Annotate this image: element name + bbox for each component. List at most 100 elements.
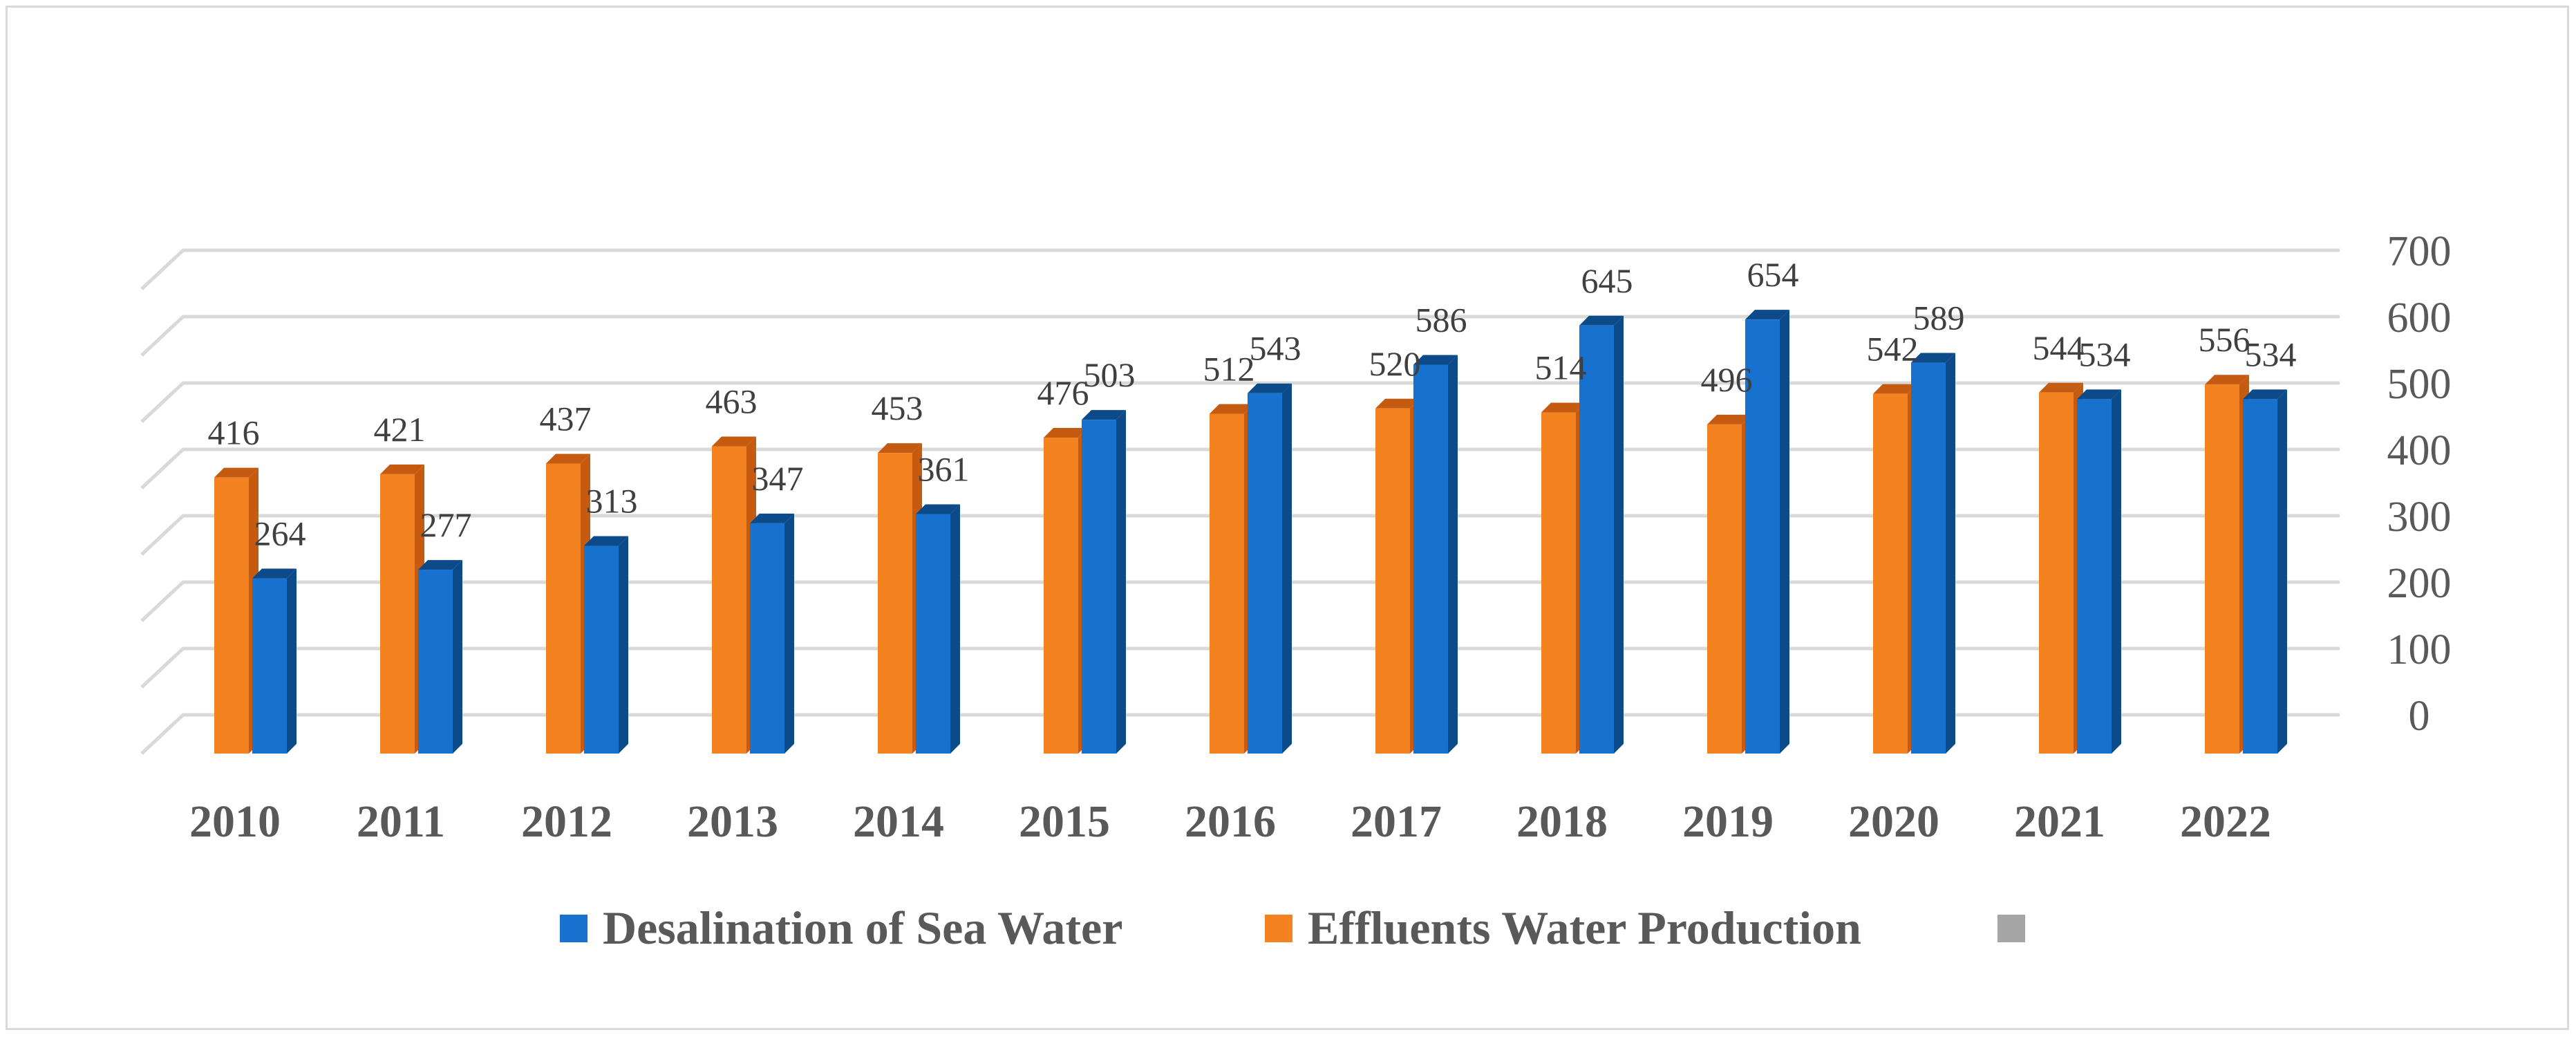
bar-desalination-2022: [2243, 399, 2277, 754]
bar-effluents-2021: [2039, 392, 2074, 754]
bar-desalination-2012: [584, 545, 619, 754]
bar-effluents-2011: [380, 474, 415, 754]
data-label-desalination-2018: 645: [1581, 261, 1633, 300]
data-label-desalination-2022: 534: [2245, 335, 2297, 373]
y-tick-label: 200: [2387, 560, 2452, 607]
bar-desalination-2013-side: [784, 513, 794, 754]
x-tick-label-2020: 2020: [1848, 796, 1939, 847]
bar-effluents-2013: [712, 446, 746, 754]
gridline: [140, 248, 2340, 290]
legend: Desalination of Sea Water Effluents Water…: [560, 901, 2025, 954]
data-label-desalination-2017: 586: [1416, 300, 1467, 339]
bar-effluents-2022-top: [2205, 375, 2249, 385]
y-tick-label: 0: [2409, 693, 2430, 740]
x-tick-label-2018: 2018: [1516, 796, 1608, 847]
legend-swatch-3: [1997, 915, 2025, 942]
bar-desalination-2018-top: [1579, 315, 1624, 326]
bars: [214, 310, 2287, 754]
bar-effluents-2018-top: [1541, 402, 1586, 413]
bar-desalination-2020: [1911, 362, 1946, 754]
data-label-effluents-2020: 542: [1867, 330, 1919, 368]
bar-desalination-2014: [916, 514, 950, 754]
bar-effluents-2019: [1707, 424, 1742, 754]
data-label-effluents-2017: 520: [1369, 344, 1421, 383]
bar-desalination-2014-side: [950, 504, 960, 754]
x-tick-label-2021: 2021: [2014, 796, 2105, 847]
bar-desalination-2014-top: [916, 504, 960, 514]
y-tick-label: 400: [2387, 427, 2452, 474]
y-tick-label: 600: [2387, 295, 2452, 342]
data-label-effluents-2018: 514: [1535, 348, 1587, 387]
bar-effluents-2020: [1873, 393, 1908, 754]
bar-effluents-2019-top: [1707, 414, 1751, 424]
bar-effluents-2017: [1375, 408, 1410, 754]
x-tick-label-2019: 2019: [1682, 796, 1774, 847]
legend-swatch-2: [1265, 915, 1292, 942]
data-label-desalination-2014: 361: [918, 449, 970, 488]
x-tick-label-2013: 2013: [687, 796, 778, 847]
data-label-desalination-2012: 313: [586, 482, 638, 521]
bar-desalination-2018-side: [1614, 315, 1624, 754]
data-label-effluents-2015: 476: [1037, 373, 1089, 412]
bar-effluents-2015-top: [1044, 428, 1088, 438]
bar-desalination-2013: [750, 523, 784, 754]
x-tick-label-2011: 2011: [357, 796, 445, 847]
bar-desalination-2012-top: [584, 536, 628, 546]
bar-desalination-2016-top: [1248, 383, 1292, 393]
bar-effluents-2014: [878, 453, 912, 754]
bar-desalination-2015-side: [1116, 410, 1126, 754]
bar-effluents-2012: [546, 463, 581, 754]
data-label-effluents-2021: 544: [2033, 328, 2085, 367]
y-tick-label: 100: [2387, 626, 2452, 673]
x-tick-label-2010: 2010: [189, 796, 281, 847]
bar-effluents-2012-top: [546, 454, 590, 464]
bar-effluents-2015: [1044, 438, 1078, 754]
bar-effluents-2013-top: [712, 436, 756, 447]
bar-desalination-2019: [1745, 319, 1780, 754]
data-label-effluents-2012: 437: [540, 399, 592, 438]
data-label-effluents-2010: 416: [208, 413, 260, 452]
data-label-effluents-2016: 512: [1203, 349, 1255, 388]
bar-effluents-2016-top: [1210, 404, 1254, 414]
bar-effluents-2011-top: [380, 464, 424, 474]
y-axis-ticks: 0 100 200 300 400 500 600 700: [2387, 228, 2452, 740]
bar-desalination-2022-top: [2243, 389, 2287, 400]
bar-desalination-2011-top: [418, 560, 462, 570]
bar-desalination-2010-top: [252, 568, 297, 579]
bar-effluents-2010-top: [214, 467, 258, 478]
y-tick-label: 700: [2387, 228, 2452, 275]
bar-effluents-2017-top: [1375, 398, 1420, 409]
x-axis-ticks: 2010 2011 2012 2013 2014 2015 2016 2017 2018 2019…: [189, 796, 2271, 847]
bar-desalination-2022-side: [2277, 389, 2287, 754]
data-label-effluents-2014: 453: [872, 389, 923, 427]
bar-effluents-2010: [214, 477, 249, 754]
data-label-effluents-2022: 556: [2199, 320, 2250, 359]
bar-desalination-2012-side: [619, 536, 628, 754]
data-label-desalination-2013: 347: [752, 459, 804, 498]
bar-desalination-2020-side: [1946, 353, 1955, 754]
bar-effluents-2020-top: [1873, 384, 1917, 394]
data-label-effluents-2011: 421: [374, 410, 426, 449]
x-tick-label-2022: 2022: [2180, 796, 2271, 847]
bar-desalination-2013-top: [750, 513, 794, 523]
bar-desalination-2017-top: [1413, 355, 1458, 365]
bar-effluents-2022: [2205, 384, 2239, 754]
bar-desalination-2016: [1248, 393, 1282, 754]
bar-desalination-2019-top: [1745, 310, 1789, 320]
bar-desalination-2010: [252, 578, 287, 754]
bar-desalination-2018: [1579, 325, 1614, 754]
x-tick-label-2014: 2014: [853, 796, 944, 847]
data-label-desalination-2016: 543: [1250, 329, 1301, 368]
bar-desalination-2016-side: [1282, 383, 1292, 754]
bar-desalination-2021-top: [2077, 389, 2121, 400]
bar-desalination-2017: [1413, 364, 1448, 754]
data-label-effluents-2019: 496: [1701, 360, 1753, 399]
bar-desalination-2015-top: [1082, 410, 1126, 420]
data-label-desalination-2021: 534: [2079, 335, 2131, 373]
data-label-desalination-2011: 277: [420, 505, 472, 544]
x-tick-label-2015: 2015: [1019, 796, 1110, 847]
bar-effluents-2014-top: [878, 443, 922, 454]
x-tick-label-2017: 2017: [1351, 796, 1442, 847]
